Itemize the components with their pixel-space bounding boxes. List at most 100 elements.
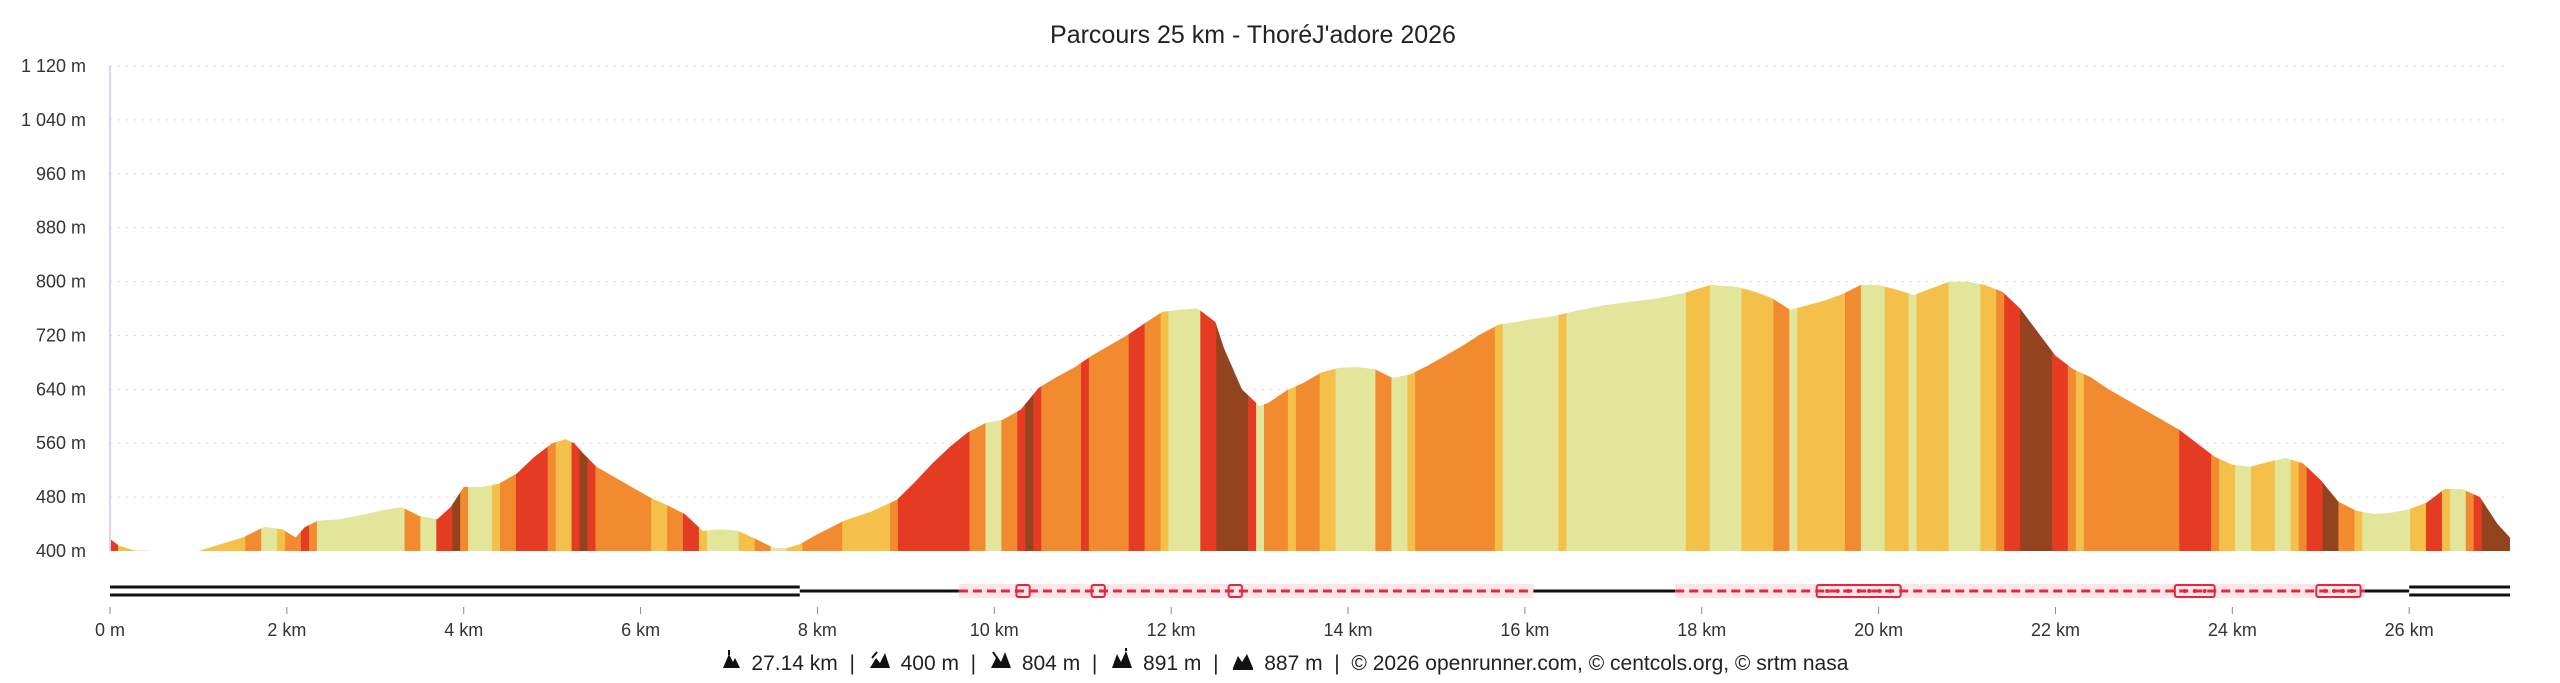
slope-band <box>157 281 167 551</box>
slope-band <box>301 281 310 551</box>
slope-band <box>1972 281 1981 551</box>
y-tick-label: 560 m <box>36 433 86 453</box>
distance-icon <box>722 650 740 668</box>
slope-band <box>2155 281 2164 551</box>
stat-distance: 27.14 km <box>751 652 838 676</box>
slope-band <box>1654 281 1663 551</box>
slope-band <box>706 281 716 551</box>
slope-band <box>404 281 414 551</box>
slope-band <box>2274 281 2284 551</box>
x-tick-label: 26 km <box>2385 620 2434 640</box>
slope-band <box>691 281 700 551</box>
slope-band <box>364 281 374 551</box>
slope-band <box>2227 281 2236 551</box>
y-tick-label: 1 120 m <box>21 56 86 76</box>
slope-band <box>1526 281 1536 551</box>
slope-band <box>1041 281 1050 551</box>
slope-band <box>1184 281 1193 551</box>
slope-band <box>1431 281 1440 551</box>
slope-band <box>1152 281 1162 551</box>
slope-band <box>173 281 183 551</box>
slope-band <box>571 281 581 551</box>
slope-band <box>2139 281 2149 551</box>
slope-band <box>118 281 127 551</box>
slope-band <box>874 281 883 551</box>
slope-band <box>897 281 907 551</box>
y-tick-label: 720 m <box>36 325 86 345</box>
slope-band <box>2433 281 2443 551</box>
slope-band <box>285 281 294 551</box>
slope-band <box>1327 281 1337 551</box>
slope-band <box>1582 281 1591 551</box>
slope-band <box>1829 281 1838 551</box>
stat-min-altitude: 887 m <box>1264 652 1323 676</box>
slope-band <box>2266 281 2276 551</box>
slope-band <box>1813 281 1822 551</box>
separator: | <box>1328 652 1346 676</box>
slope-band <box>1988 281 1997 551</box>
slope-band <box>1574 281 1583 551</box>
slope-band <box>476 281 485 551</box>
slope-band <box>730 281 740 551</box>
slope-band <box>1606 281 1615 551</box>
y-tick-label: 640 m <box>36 379 86 399</box>
slope-band <box>1924 281 1934 551</box>
surface-marker-dot <box>2202 589 2207 593</box>
slope-band <box>2147 281 2156 551</box>
y-tick-label: 400 m <box>36 541 86 561</box>
slope-band <box>1168 281 1178 551</box>
y-tick-label: 880 m <box>36 218 86 238</box>
surface-marker-dot <box>2323 589 2328 593</box>
slope-band <box>890 281 899 551</box>
slope-band <box>2346 281 2355 551</box>
slope-band <box>2449 281 2459 551</box>
slope-band <box>850 281 859 551</box>
slope-band <box>555 281 565 551</box>
x-tick-label: 0 m <box>95 620 125 640</box>
surface-marker-dot <box>1856 589 1861 593</box>
slope-band <box>1685 281 1695 551</box>
slope-band <box>388 281 398 551</box>
y-tick-label: 480 m <box>36 487 86 507</box>
slope-band <box>2330 281 2340 551</box>
slope-band <box>1359 281 1369 551</box>
slope-band <box>1470 281 1480 551</box>
slope-band <box>2481 281 2491 551</box>
slope-band <box>2258 281 2268 551</box>
slope-band <box>770 281 780 551</box>
slope-band <box>2426 281 2435 551</box>
x-tick-label: 8 km <box>798 620 837 640</box>
slope-band <box>1646 281 1655 551</box>
slope-band <box>1049 281 1058 551</box>
slope-band <box>1717 281 1727 551</box>
grid-lines <box>110 65 2510 498</box>
slope-band <box>2497 281 2507 551</box>
slope-band <box>1351 281 1361 551</box>
slope-band <box>818 281 827 551</box>
slope-band <box>1558 281 1568 551</box>
slope-band <box>2171 281 2180 551</box>
slope-band <box>2075 281 2085 551</box>
slope-band <box>133 281 143 551</box>
slope-band <box>1622 281 1631 551</box>
slope-band <box>380 281 390 551</box>
slope-band <box>1232 281 1241 551</box>
slope-band <box>1343 281 1353 551</box>
slope-band <box>2338 281 2347 551</box>
slope-band <box>277 281 286 551</box>
slope-band <box>794 281 804 551</box>
slope-band <box>1598 281 1607 551</box>
slope-band <box>2250 281 2260 551</box>
x-tick-label: 24 km <box>2208 620 2257 640</box>
slope-band <box>1733 281 1743 551</box>
slope-band <box>810 281 819 551</box>
slope-band <box>1256 281 1265 551</box>
slope-band <box>858 281 867 551</box>
slope-band <box>1892 281 1902 551</box>
slope-band <box>412 281 421 551</box>
slope-band <box>229 281 238 551</box>
slope-band <box>627 281 636 551</box>
slope-band <box>1876 281 1886 551</box>
slope-band <box>1494 281 1504 551</box>
